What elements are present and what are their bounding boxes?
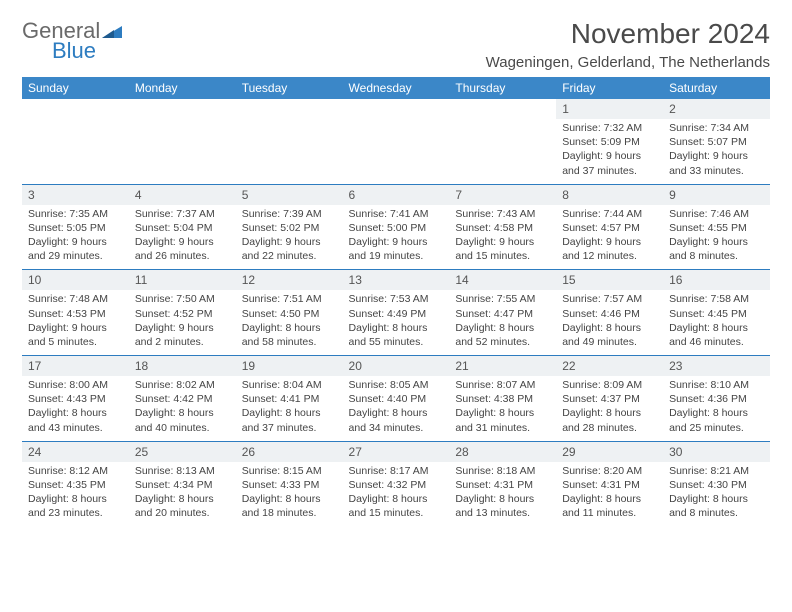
weekday-header: Wednesday (343, 77, 450, 99)
day-text-cell: Sunrise: 7:39 AMSunset: 5:02 PMDaylight:… (236, 205, 343, 270)
day-number-cell: 7 (449, 184, 556, 205)
day-number-cell: 8 (556, 184, 663, 205)
day-number-cell: 19 (236, 356, 343, 377)
day-number-row: 12 (22, 99, 770, 119)
logo-text: General Blue (22, 18, 122, 62)
weekday-header: Monday (129, 77, 236, 99)
calendar-head: SundayMondayTuesdayWednesdayThursdayFrid… (22, 77, 770, 99)
day-text-row: Sunrise: 7:35 AMSunset: 5:05 PMDaylight:… (22, 205, 770, 270)
day-text-cell: Sunrise: 7:58 AMSunset: 4:45 PMDaylight:… (663, 290, 770, 355)
day-text-cell: Sunrise: 7:43 AMSunset: 4:58 PMDaylight:… (449, 205, 556, 270)
day-number-cell: 12 (236, 270, 343, 291)
day-text-cell: Sunrise: 7:32 AMSunset: 5:09 PMDaylight:… (556, 119, 663, 184)
day-number-row: 10111213141516 (22, 270, 770, 291)
day-text-cell: Sunrise: 7:51 AMSunset: 4:50 PMDaylight:… (236, 290, 343, 355)
day-text-cell (343, 119, 450, 184)
day-number-row: 3456789 (22, 184, 770, 205)
day-number-cell: 25 (129, 441, 236, 462)
day-text-cell: Sunrise: 7:57 AMSunset: 4:46 PMDaylight:… (556, 290, 663, 355)
day-number-cell: 24 (22, 441, 129, 462)
day-number-cell (449, 99, 556, 119)
day-text-cell: Sunrise: 7:44 AMSunset: 4:57 PMDaylight:… (556, 205, 663, 270)
day-number-cell: 26 (236, 441, 343, 462)
day-text-cell: Sunrise: 7:50 AMSunset: 4:52 PMDaylight:… (129, 290, 236, 355)
day-number-cell: 10 (22, 270, 129, 291)
day-text-cell (236, 119, 343, 184)
calendar-table: SundayMondayTuesdayWednesdayThursdayFrid… (22, 77, 770, 526)
day-text-cell: Sunrise: 8:04 AMSunset: 4:41 PMDaylight:… (236, 376, 343, 441)
day-number-row: 24252627282930 (22, 441, 770, 462)
day-text-cell: Sunrise: 8:02 AMSunset: 4:42 PMDaylight:… (129, 376, 236, 441)
day-number-cell: 21 (449, 356, 556, 377)
day-text-cell: Sunrise: 8:17 AMSunset: 4:32 PMDaylight:… (343, 462, 450, 527)
day-number-cell: 4 (129, 184, 236, 205)
day-text-row: Sunrise: 7:32 AMSunset: 5:09 PMDaylight:… (22, 119, 770, 184)
day-text-cell: Sunrise: 7:55 AMSunset: 4:47 PMDaylight:… (449, 290, 556, 355)
logo-triangle-icon (102, 20, 122, 42)
day-number-cell (129, 99, 236, 119)
weekday-row: SundayMondayTuesdayWednesdayThursdayFrid… (22, 77, 770, 99)
day-number-cell: 6 (343, 184, 450, 205)
day-number-cell: 1 (556, 99, 663, 119)
day-text-cell: Sunrise: 8:00 AMSunset: 4:43 PMDaylight:… (22, 376, 129, 441)
day-text-cell: Sunrise: 7:37 AMSunset: 5:04 PMDaylight:… (129, 205, 236, 270)
weekday-header: Saturday (663, 77, 770, 99)
day-text-cell: Sunrise: 8:15 AMSunset: 4:33 PMDaylight:… (236, 462, 343, 527)
day-text-cell: Sunrise: 8:10 AMSunset: 4:36 PMDaylight:… (663, 376, 770, 441)
day-number-cell: 17 (22, 356, 129, 377)
day-text-cell: Sunrise: 8:09 AMSunset: 4:37 PMDaylight:… (556, 376, 663, 441)
month-title: November 2024 (486, 18, 770, 50)
day-number-cell (343, 99, 450, 119)
day-text-cell: Sunrise: 8:20 AMSunset: 4:31 PMDaylight:… (556, 462, 663, 527)
day-number-cell (236, 99, 343, 119)
day-text-cell: Sunrise: 7:48 AMSunset: 4:53 PMDaylight:… (22, 290, 129, 355)
weekday-header: Tuesday (236, 77, 343, 99)
day-number-cell: 16 (663, 270, 770, 291)
day-text-cell: Sunrise: 8:18 AMSunset: 4:31 PMDaylight:… (449, 462, 556, 527)
day-text-cell (129, 119, 236, 184)
day-text-row: Sunrise: 8:00 AMSunset: 4:43 PMDaylight:… (22, 376, 770, 441)
day-number-cell: 29 (556, 441, 663, 462)
day-number-cell: 2 (663, 99, 770, 119)
day-text-cell (22, 119, 129, 184)
title-block: November 2024 Wageningen, Gelderland, Th… (486, 18, 770, 71)
day-text-cell: Sunrise: 8:13 AMSunset: 4:34 PMDaylight:… (129, 462, 236, 527)
day-number-cell: 5 (236, 184, 343, 205)
day-text-row: Sunrise: 7:48 AMSunset: 4:53 PMDaylight:… (22, 290, 770, 355)
day-number-cell (22, 99, 129, 119)
day-text-cell: Sunrise: 7:34 AMSunset: 5:07 PMDaylight:… (663, 119, 770, 184)
day-number-cell: 30 (663, 441, 770, 462)
day-text-cell: Sunrise: 7:46 AMSunset: 4:55 PMDaylight:… (663, 205, 770, 270)
day-text-cell: Sunrise: 7:53 AMSunset: 4:49 PMDaylight:… (343, 290, 450, 355)
day-number-cell: 3 (22, 184, 129, 205)
header: General Blue November 2024 Wageningen, G… (22, 18, 770, 71)
day-text-cell: Sunrise: 7:35 AMSunset: 5:05 PMDaylight:… (22, 205, 129, 270)
weekday-header: Sunday (22, 77, 129, 99)
logo-word2: Blue (52, 40, 122, 62)
day-number-cell: 23 (663, 356, 770, 377)
day-text-cell: Sunrise: 8:05 AMSunset: 4:40 PMDaylight:… (343, 376, 450, 441)
day-text-cell: Sunrise: 8:12 AMSunset: 4:35 PMDaylight:… (22, 462, 129, 527)
day-number-cell: 22 (556, 356, 663, 377)
day-number-cell: 28 (449, 441, 556, 462)
weekday-header: Friday (556, 77, 663, 99)
day-number-row: 17181920212223 (22, 356, 770, 377)
calendar-body: 12Sunrise: 7:32 AMSunset: 5:09 PMDayligh… (22, 99, 770, 526)
day-number-cell: 27 (343, 441, 450, 462)
day-number-cell: 20 (343, 356, 450, 377)
day-text-cell (449, 119, 556, 184)
day-text-cell: Sunrise: 7:41 AMSunset: 5:00 PMDaylight:… (343, 205, 450, 270)
weekday-header: Thursday (449, 77, 556, 99)
logo: General Blue (22, 18, 122, 62)
day-text-cell: Sunrise: 8:07 AMSunset: 4:38 PMDaylight:… (449, 376, 556, 441)
day-number-cell: 11 (129, 270, 236, 291)
day-number-cell: 9 (663, 184, 770, 205)
day-number-cell: 15 (556, 270, 663, 291)
location: Wageningen, Gelderland, The Netherlands (486, 54, 770, 71)
day-text-cell: Sunrise: 8:21 AMSunset: 4:30 PMDaylight:… (663, 462, 770, 527)
day-number-cell: 13 (343, 270, 450, 291)
day-number-cell: 18 (129, 356, 236, 377)
day-number-cell: 14 (449, 270, 556, 291)
day-text-row: Sunrise: 8:12 AMSunset: 4:35 PMDaylight:… (22, 462, 770, 527)
